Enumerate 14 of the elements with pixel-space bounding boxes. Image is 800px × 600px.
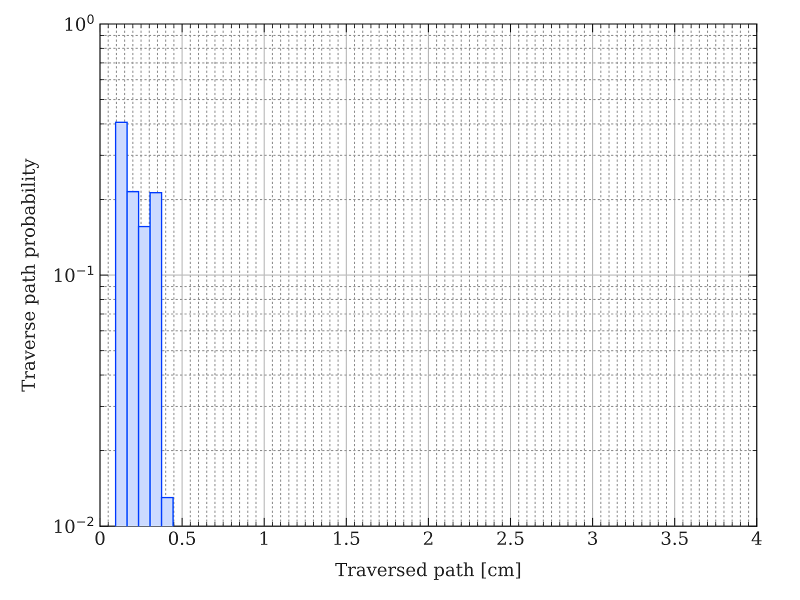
x-tick-label: 3.5 bbox=[662, 531, 688, 546]
y-axis-title: Traverse path probability bbox=[21, 158, 39, 392]
x-tick-label: 1 bbox=[260, 531, 268, 545]
x-axis-title: Traversed path [cm] bbox=[335, 562, 520, 580]
x-tick-label: 4 bbox=[752, 531, 762, 545]
x-tick-label: 0.5 bbox=[168, 531, 196, 546]
x-tick-label: 0 bbox=[95, 531, 105, 546]
x-tick-label: 2.5 bbox=[497, 531, 524, 546]
y-tick-label: 10$^{0}$ bbox=[66, 14, 94, 31]
y-tick-label: 10$^{−2}$ bbox=[54, 516, 94, 534]
x-tick-label: 2 bbox=[424, 531, 432, 545]
x-tick-label: 1.5 bbox=[334, 531, 360, 546]
x-tick-label: 3 bbox=[588, 531, 598, 546]
y-tick-label: 10$^{−1}$ bbox=[54, 266, 94, 282]
